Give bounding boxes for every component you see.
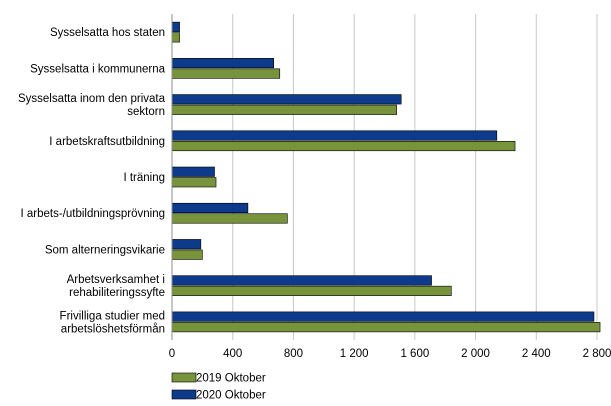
x-tick-label: 2 400 — [522, 348, 551, 360]
x-tick-label: 2 800 — [583, 348, 611, 360]
bar-2020-oktober-6 — [171, 239, 202, 250]
bar-2019-oktober-8 — [171, 322, 601, 333]
category-label: I träning — [123, 172, 165, 184]
bar-2019-oktober-3 — [171, 140, 516, 152]
bar-2019-oktober-1 — [171, 68, 281, 79]
x-tick-label: 1 600 — [400, 348, 429, 360]
bar-2020-oktober-5 — [171, 202, 249, 214]
bar-2019-oktober-4 — [171, 177, 217, 188]
bar-2020-oktober-7 — [171, 275, 432, 286]
bar-2020-oktober-0 — [171, 21, 180, 32]
bar-2019-oktober-5 — [171, 213, 288, 224]
bar-2020-oktober-4 — [171, 166, 215, 177]
category-label: Frivilliga studier med — [60, 310, 165, 322]
category-label: Som alterneringsvikarie — [45, 244, 165, 256]
bar-2020-oktober-8 — [171, 311, 595, 322]
legend-label: 2019 Oktober — [196, 373, 266, 385]
legend-label: 2020 Oktober — [196, 390, 266, 402]
category-label: arbetslöshetsförmån — [61, 323, 165, 335]
category-labels: Sysselsatta hos staten Sysselsatta i komm… — [18, 27, 166, 335]
x-tick-label: 800 — [284, 348, 303, 360]
category-label: Sysselsatta i kommunerna — [30, 63, 165, 75]
category-label: rehabiliteringssyfte — [69, 287, 165, 299]
bar-2019-oktober-7 — [171, 285, 452, 296]
bar-2019-oktober-0 — [171, 32, 180, 43]
category-label: Arbetsverksamhet i — [67, 274, 165, 286]
legend-swatch — [171, 389, 197, 400]
category-label: Sysselsatta hos staten — [50, 27, 165, 39]
bar-2020-oktober-3 — [171, 130, 498, 141]
x-axis: 0 400 800 1 200 1 600 2 000 2 400 2 800 — [169, 14, 611, 360]
bar-2020-oktober-1 — [171, 58, 274, 69]
x-tick-label: 0 — [169, 348, 175, 360]
bar-2020-oktober-2 — [171, 94, 402, 105]
category-label: I arbetskraftsutbildning — [49, 136, 165, 148]
gridlines — [232, 14, 598, 340]
bar-2019-oktober-6 — [171, 249, 203, 260]
x-tick-label: 1 200 — [340, 348, 369, 360]
x-tick-label: 2 000 — [461, 348, 490, 360]
legend-swatch — [171, 372, 197, 383]
x-tick-label: 400 — [223, 348, 242, 360]
bar-2019-oktober-2 — [171, 104, 397, 115]
category-label: sektorn — [127, 106, 165, 118]
category-label: I arbets-/utbildningsprövning — [21, 208, 165, 220]
legend: 2019 Oktober 2020 Oktober — [171, 372, 266, 402]
category-label: Sysselsatta inom den privata — [18, 93, 166, 105]
